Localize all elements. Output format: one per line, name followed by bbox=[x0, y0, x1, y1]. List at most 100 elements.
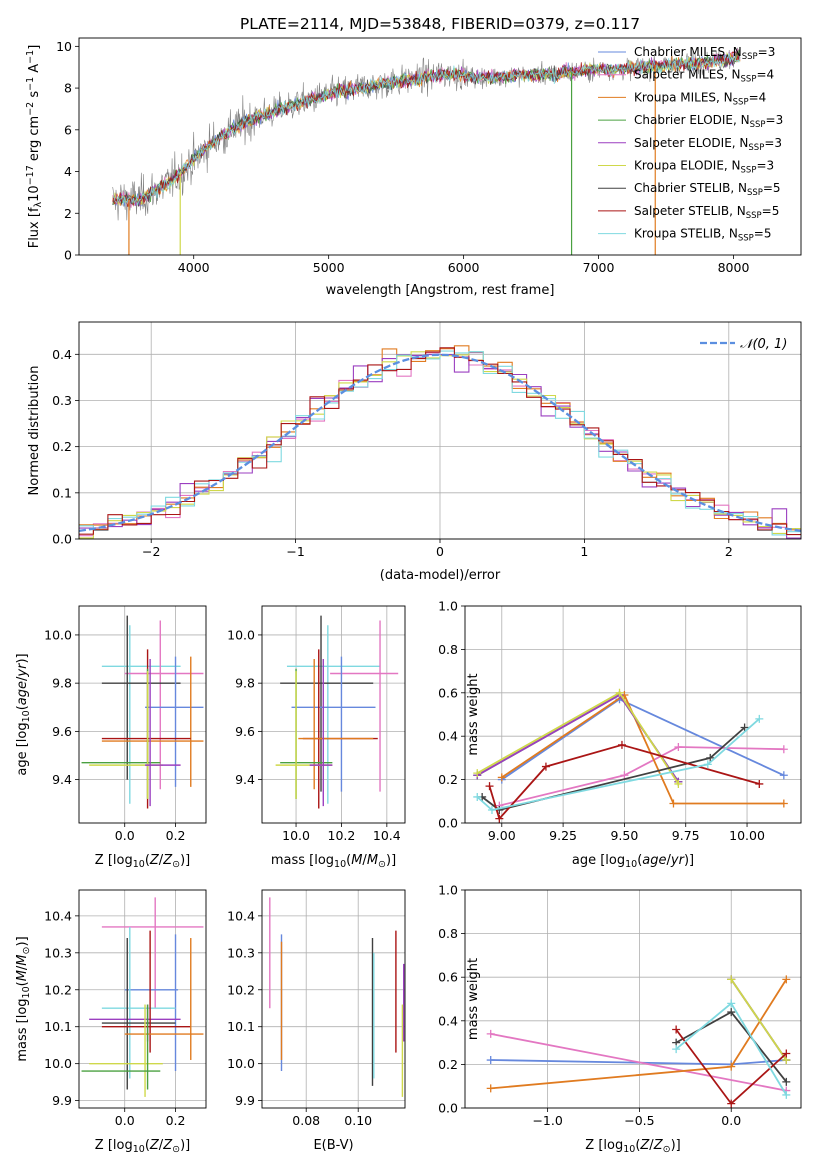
spectrum-axes: 4000 5000 6000 7000 8000 0 2 4 6 8 10 wavelength [A… bbox=[25, 39, 749, 298]
legend-label: Chabrier ELODIE, NSSP=3 bbox=[634, 113, 783, 130]
y-tick-label: 0.4 bbox=[52, 347, 72, 362]
y-axis-label: Flux [fλ10−17 erg cm−2 s−1 A−1] bbox=[25, 45, 44, 249]
y-tick-label: 9.9 bbox=[52, 1093, 72, 1108]
x-axis-label: Z [log10(Z/Z⊙)] bbox=[585, 1138, 680, 1155]
legend-label: Chabrier MILES, NSSP=3 bbox=[634, 45, 775, 62]
x-axis-label: wavelength [Angstrom, rest frame] bbox=[326, 283, 555, 298]
y-tick-label: 0 bbox=[64, 248, 72, 263]
marker-kroupa-miles bbox=[727, 1062, 736, 1071]
x-tick-label: 9.75 bbox=[672, 828, 700, 843]
x-tick-label: 0.0 bbox=[721, 1113, 741, 1128]
residuals-frame bbox=[78, 321, 802, 540]
y-tick-label: 10.4 bbox=[227, 908, 255, 923]
mass-weight-vs-age-frame bbox=[464, 605, 802, 824]
x-tick-label: 0.10 bbox=[344, 1113, 372, 1128]
y-tick-label: 1.0 bbox=[438, 883, 458, 898]
mass-vs-Z-axes: 0.0 0.2 9.9 10.0 10.1 10.2 10.3 10.4 Z [log10(Z/… bbox=[15, 890, 206, 1155]
y-tick-label: 0.0 bbox=[438, 816, 458, 831]
spectrum-frame bbox=[78, 37, 802, 256]
x-axis-label: mass [log10(M/M⊙)] bbox=[271, 853, 396, 870]
hist-step-salpeter-stelib bbox=[79, 347, 801, 536]
x-tick-label: 4000 bbox=[178, 260, 210, 275]
x-axis-label: E(B-V) bbox=[313, 1138, 353, 1153]
marker-salpeter-miles bbox=[779, 745, 788, 754]
y-tick-label: 0.1 bbox=[52, 485, 72, 500]
series-line-salpeter-miles bbox=[499, 746, 784, 807]
x-tick-label: 0.2 bbox=[166, 828, 186, 843]
x-tick-label: 5000 bbox=[313, 260, 345, 275]
marker-kroupa-miles bbox=[782, 975, 791, 984]
y-tick-label: 0.3 bbox=[52, 393, 72, 408]
x-tick-label: 9.25 bbox=[549, 828, 577, 843]
legend-label: Kroupa ELODIE, NSSP=3 bbox=[634, 159, 774, 176]
marker-salpeter-stelib bbox=[617, 740, 626, 749]
spectrum-lines bbox=[112, 47, 741, 255]
marker-salpeter-stelib bbox=[495, 814, 504, 823]
hist-step-kroupa-stelib bbox=[79, 350, 801, 536]
marker-salpeter-stelib bbox=[541, 762, 550, 771]
legend-label: Kroupa STELIB, NSSP=5 bbox=[634, 227, 772, 244]
x-axis-label: Z [log10(Z/Z⊙)] bbox=[95, 1138, 190, 1155]
marker-kroupa-miles bbox=[486, 1084, 495, 1093]
x-tick-label: 2 bbox=[725, 544, 733, 559]
mass-weight-vs-age-lines bbox=[473, 688, 788, 823]
marker-kroupa-miles bbox=[669, 799, 678, 808]
y-axis-label: mass weight bbox=[466, 958, 481, 1040]
x-tick-label: 7000 bbox=[583, 260, 615, 275]
mass-vs-Z-frame bbox=[78, 889, 207, 1109]
x-tick-label: 10.4 bbox=[373, 828, 401, 843]
marker-salpeter-stelib bbox=[485, 782, 494, 791]
x-tick-label: 9.50 bbox=[610, 828, 638, 843]
y-axis-label: mass weight bbox=[466, 673, 481, 755]
mass-weight-vs-Z-frame bbox=[464, 889, 802, 1109]
y-tick-label: 10.2 bbox=[44, 982, 72, 997]
mass-vs-ebv-axes: 0.08 0.10 9.9 10.0 10.1 10.2 10.3 10.4 E(B-V) bbox=[227, 890, 405, 1153]
x-tick-label: 0.0 bbox=[115, 828, 135, 843]
legend-label: Salpeter STELIB, NSSP=5 bbox=[634, 204, 779, 221]
mass-weight-vs-Z-lines bbox=[486, 975, 791, 1108]
legend-label: Salpeter MILES, NSSP=4 bbox=[634, 68, 774, 85]
marker-kroupa-elodie bbox=[674, 779, 683, 788]
marker-chabrier-stelib bbox=[740, 723, 749, 732]
x-tick-label: 0.0 bbox=[115, 1113, 135, 1128]
mass-vs-ebv-frame bbox=[261, 889, 406, 1109]
x-tick-label: 1 bbox=[580, 544, 588, 559]
series-line-salpeter-miles bbox=[490, 1033, 787, 1092]
age-vs-mass-frame bbox=[261, 605, 406, 824]
x-tick-label: 0.2 bbox=[166, 1113, 186, 1128]
age-vs-Z-frame bbox=[78, 605, 207, 824]
x-axis-label: age [log10(age/yr)] bbox=[572, 853, 694, 870]
y-axis-label: Normed distribution bbox=[27, 366, 42, 496]
y-tick-label: 9.9 bbox=[235, 1093, 255, 1108]
y-tick-label: 10.0 bbox=[227, 1056, 255, 1071]
legend-label: Salpeter ELODIE, NSSP=3 bbox=[634, 136, 782, 153]
x-tick-label: 10.0 bbox=[282, 828, 310, 843]
marker-kroupa-miles bbox=[779, 799, 788, 808]
series-line-chabrier-stelib bbox=[481, 726, 746, 811]
y-tick-label: 0.2 bbox=[52, 439, 72, 454]
marker-chabrier-stelib bbox=[782, 1077, 791, 1086]
legend-label: 𝒩(0, 1) bbox=[740, 337, 787, 352]
series-line-kroupa-elodie bbox=[730, 978, 788, 1061]
x-tick-label: −1.0 bbox=[532, 1113, 562, 1128]
series-line-kroupa-stelib bbox=[476, 718, 760, 811]
marker-kroupa-stelib bbox=[487, 805, 496, 814]
y-tick-label: 10.4 bbox=[44, 908, 72, 923]
marker-kroupa-elodie bbox=[727, 975, 736, 984]
marker-salpeter-stelib bbox=[755, 779, 764, 788]
marker-salpeter-stelib bbox=[782, 1049, 791, 1058]
x-tick-label: −2 bbox=[142, 544, 160, 559]
y-tick-label: 10.3 bbox=[227, 945, 255, 960]
y-tick-label: 0.0 bbox=[438, 1101, 458, 1116]
marker-salpeter-stelib bbox=[727, 1099, 736, 1108]
mass-vs-Z-points bbox=[81, 897, 204, 1097]
x-tick-label: 10.2 bbox=[328, 828, 356, 843]
x-tick-label: −1 bbox=[286, 544, 304, 559]
marker-kroupa-stelib bbox=[672, 1045, 681, 1054]
x-tick-label: 6000 bbox=[448, 260, 480, 275]
y-tick-label: 10.2 bbox=[227, 982, 255, 997]
residual-hist bbox=[79, 345, 801, 539]
x-tick-label: 10.00 bbox=[729, 828, 765, 843]
